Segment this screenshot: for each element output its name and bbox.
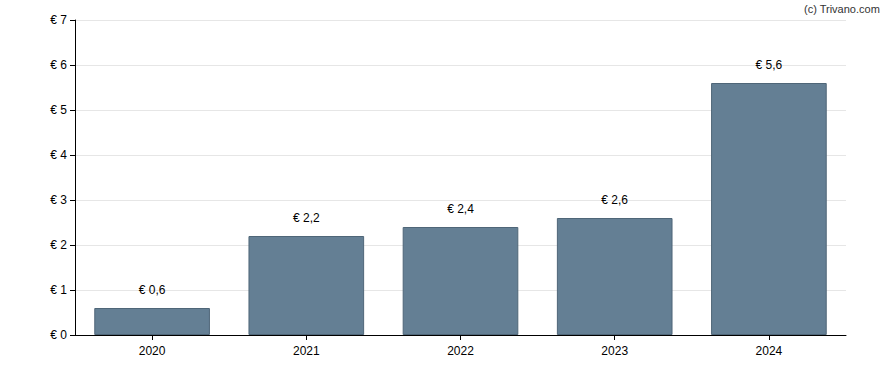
svg-text:€ 6: € 6: [50, 58, 67, 72]
svg-text:2023: 2023: [601, 344, 628, 358]
svg-text:2020: 2020: [139, 344, 166, 358]
svg-text:€ 2,4: € 2,4: [447, 202, 474, 216]
svg-text:€ 4: € 4: [50, 148, 67, 162]
svg-text:€ 2,6: € 2,6: [601, 193, 628, 207]
svg-text:€ 0,6: € 0,6: [139, 283, 166, 297]
svg-text:€ 7: € 7: [50, 13, 67, 27]
svg-text:€ 1: € 1: [50, 283, 67, 297]
svg-text:2021: 2021: [293, 344, 320, 358]
svg-text:2024: 2024: [756, 344, 783, 358]
svg-text:€ 2: € 2: [50, 238, 67, 252]
svg-text:€ 3: € 3: [50, 193, 67, 207]
svg-text:€ 2,2: € 2,2: [293, 211, 320, 225]
svg-text:2022: 2022: [447, 344, 474, 358]
svg-text:€ 5,6: € 5,6: [756, 58, 783, 72]
svg-text:€ 5: € 5: [50, 103, 67, 117]
svg-text:€ 0: € 0: [50, 328, 67, 342]
svg-text:(c) Trivano.com: (c) Trivano.com: [804, 3, 880, 15]
